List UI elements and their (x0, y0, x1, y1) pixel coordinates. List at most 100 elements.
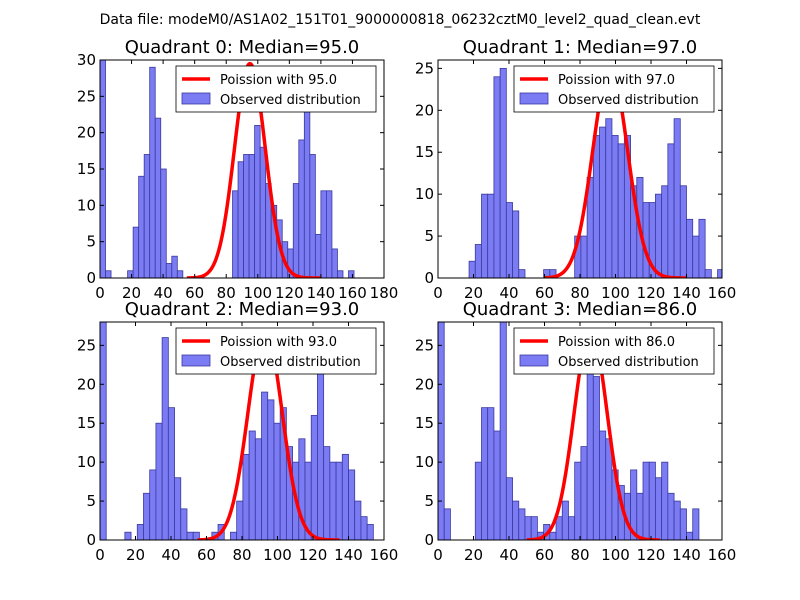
x-tick-label: 80 (217, 284, 236, 302)
y-tick-label: 0 (424, 269, 434, 287)
histogram-bar (474, 461, 482, 540)
histogram-bar (443, 508, 451, 540)
x-tick-label: 120 (637, 284, 666, 302)
legend-bar-swatch (181, 92, 211, 105)
histogram-bar (259, 146, 267, 278)
histogram-bar (661, 461, 669, 540)
histogram-bar (530, 516, 538, 540)
histogram-bar (180, 508, 188, 540)
legend-curve-label: Poission with 95.0 (220, 73, 337, 88)
histogram-bar (481, 193, 489, 278)
histogram-bar (160, 168, 167, 278)
histogram-bar (717, 269, 722, 278)
histogram-bar (549, 531, 557, 540)
histogram-bar (273, 422, 281, 540)
histogram-bar (360, 516, 368, 540)
histogram-bar (329, 461, 337, 540)
y-tick-label: 25 (77, 336, 96, 354)
x-tick-label: 160 (708, 284, 737, 302)
histogram-bar (337, 270, 344, 278)
histogram-bar (292, 183, 300, 278)
legend-bar-label: Observed distribution (558, 93, 699, 108)
histogram-bar (518, 508, 526, 540)
histogram-bar (171, 255, 178, 278)
histogram-bar (254, 438, 262, 540)
histogram-bar (366, 524, 374, 540)
x-tick-label: 80 (570, 284, 589, 302)
histogram-bar (261, 391, 269, 540)
histogram-bar (149, 66, 156, 278)
x-tick-label: 60 (535, 284, 554, 302)
histogram-bar (568, 516, 576, 540)
y-tick-label: 20 (415, 101, 434, 119)
histogram-bar (326, 190, 333, 278)
histogram-bar (138, 175, 145, 278)
histogram-bar (267, 399, 275, 540)
y-tick-label: 20 (415, 375, 434, 393)
legend: Poission with 93.0 Observed distribution (175, 327, 377, 375)
legend-bar-swatch (181, 354, 211, 367)
legend: Poission with 95.0 Observed distribution (175, 65, 377, 113)
y-tick-label: 15 (415, 414, 434, 432)
histogram-bar (617, 143, 625, 278)
histogram-bar (692, 235, 700, 278)
histogram-bar (155, 422, 163, 540)
histogram-bar (100, 322, 107, 540)
histogram-bar (648, 461, 656, 540)
x-tick-label: 160 (338, 284, 367, 302)
x-tick-label: 0 (433, 546, 443, 564)
legend-bar-label: Observed distribution (558, 355, 699, 370)
y-tick-label: 15 (415, 143, 434, 161)
histogram-bar (574, 461, 582, 540)
histogram-bars (438, 322, 700, 540)
histogram-bar (124, 531, 132, 540)
x-tick-label: 100 (601, 284, 630, 302)
x-tick-label: 20 (122, 284, 141, 302)
histogram-bar (174, 477, 182, 540)
histogram-bar (230, 531, 238, 540)
histogram-bar (599, 430, 607, 540)
histogram-bar (320, 190, 327, 278)
y-tick-label: 15 (77, 414, 96, 432)
y-tick-label: 15 (77, 160, 96, 178)
x-tick-label: 60 (197, 546, 216, 564)
histogram-bar (505, 477, 513, 540)
y-tick-label: 10 (415, 453, 434, 471)
histogram-bar (354, 500, 362, 540)
histogram-bar (493, 76, 501, 278)
histogram-bar (686, 531, 694, 540)
histogram-bar (248, 154, 256, 278)
histogram-bar (186, 531, 194, 540)
histogram-bar (323, 446, 331, 540)
x-tick-label: 100 (243, 284, 272, 302)
histogram-bar (605, 118, 613, 278)
histogram-bar (167, 407, 175, 540)
legend-bar-swatch (519, 92, 549, 105)
figure-title: Data file: modeM0/AS1A02_151T01_90000008… (100, 12, 701, 28)
histogram-bar (232, 190, 239, 278)
quadrant-0-chart: 0 20 40 60 80 100 120 140 160 180 0 5 10 15 20 25 30 Quad… (77, 37, 398, 302)
histogram-bar (512, 210, 520, 278)
x-tick-label: 140 (672, 546, 701, 564)
y-tick-label: 30 (77, 51, 96, 69)
histogram-bar (512, 500, 520, 540)
histogram-bars (468, 67, 722, 278)
histogram-bar (673, 500, 681, 540)
x-tick-label: 60 (185, 284, 204, 302)
chart-title: Quadrant 1: Median=97.0 (463, 37, 698, 58)
histogram-bar (580, 235, 588, 278)
histogram-bar (335, 461, 343, 540)
histogram-bar (317, 360, 325, 540)
x-tick-label: 100 (601, 546, 630, 564)
histogram-bar (487, 407, 495, 540)
x-tick-label: 140 (334, 546, 363, 564)
histogram-bar (673, 118, 681, 278)
histogram-bar (580, 446, 588, 540)
histogram-bar (655, 193, 663, 278)
histogram-bar (438, 322, 445, 540)
histogram-bar (667, 143, 675, 278)
histogram-bar (611, 135, 619, 278)
chart-title: Quadrant 2: Median=93.0 (125, 299, 360, 320)
x-tick-label: 40 (161, 546, 180, 564)
